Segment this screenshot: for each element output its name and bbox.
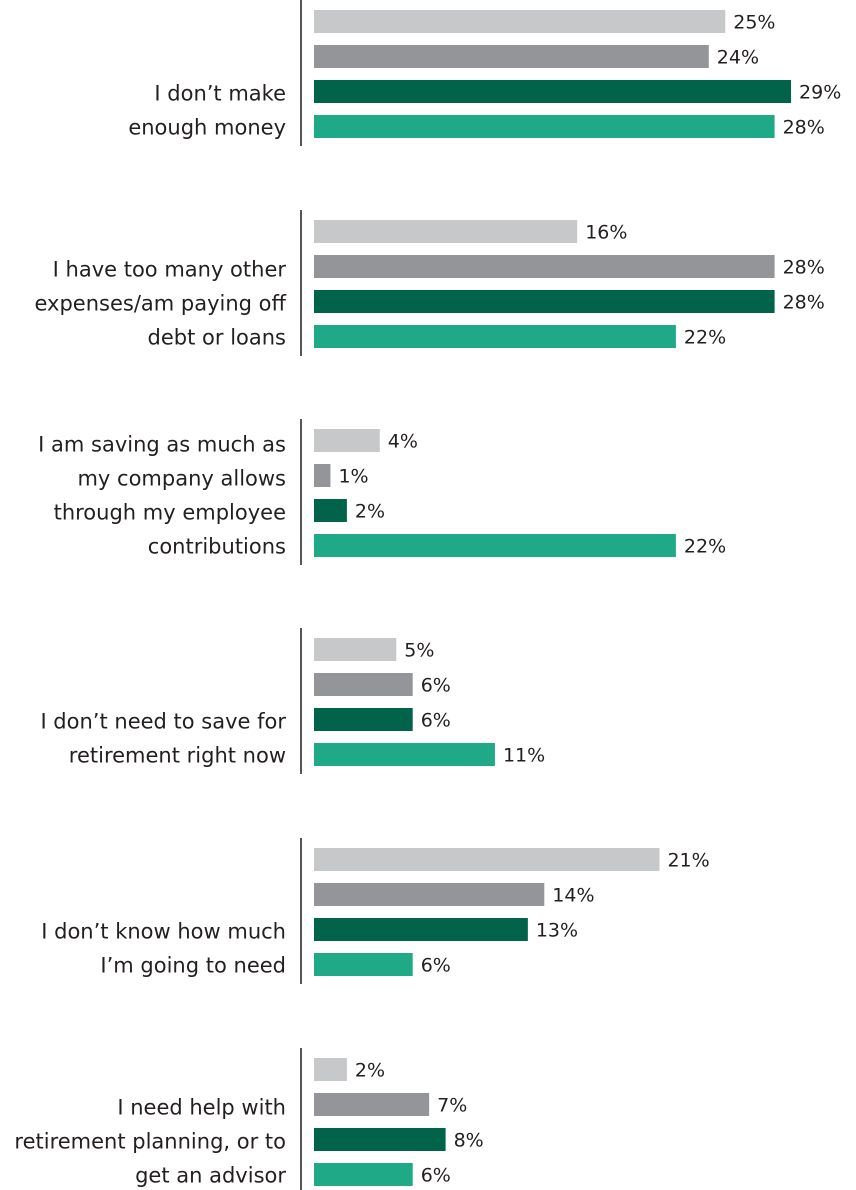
bar-group-3: 4% 1% 2% 22% I am saving as much as my compan… <box>38 419 726 565</box>
bar <box>314 290 775 313</box>
data-label: 4% <box>388 431 418 453</box>
category-label: enough money <box>128 116 286 140</box>
bar <box>314 1058 347 1081</box>
data-label: 28% <box>783 257 825 279</box>
data-label: 13% <box>536 920 578 942</box>
bar-group-4: 5% 6% 6% 11% I don’t need to save for retirem… <box>40 628 545 774</box>
data-label: 8% <box>454 1130 484 1152</box>
bar-group-2: 16% 28% 28% 22% I have too many other expense… <box>34 210 825 356</box>
data-label: 6% <box>421 955 451 977</box>
bar <box>314 255 775 278</box>
bar-group-5: 21% 14% 13% 6% I don’t know how much I’m goin… <box>41 838 710 984</box>
category-label: retirement right now <box>69 744 286 768</box>
data-label: 11% <box>503 745 545 767</box>
data-label: 24% <box>717 47 759 69</box>
category-label: my company allows <box>77 467 286 491</box>
category-label: retirement planning, or to <box>14 1130 286 1154</box>
category-label: get an advisor <box>135 1164 286 1188</box>
bar <box>314 848 660 871</box>
data-label: 16% <box>585 222 627 244</box>
data-label: 14% <box>552 885 594 907</box>
category-label: I am saving as much as <box>38 433 286 457</box>
bar <box>314 1093 430 1116</box>
bar <box>314 1128 446 1151</box>
data-label: 2% <box>355 1060 385 1082</box>
data-label: 1% <box>338 466 368 488</box>
bar <box>314 464 331 487</box>
bar <box>314 45 709 68</box>
bar <box>314 638 397 661</box>
category-label: contributions <box>148 535 286 559</box>
bar <box>314 220 578 243</box>
data-label: 22% <box>684 327 726 349</box>
data-label: 6% <box>421 1165 451 1187</box>
data-label: 5% <box>404 640 434 662</box>
data-label: 28% <box>783 117 825 139</box>
bar <box>314 953 413 976</box>
data-label: 28% <box>783 292 825 314</box>
bar <box>314 325 676 348</box>
data-label: 6% <box>421 675 451 697</box>
category-label: through my employee <box>54 501 286 525</box>
category-label: I don’t make <box>154 82 286 106</box>
bar <box>314 115 775 138</box>
bar-group-1: 25% 24% 29% 28% I don’t make enough money <box>128 0 841 146</box>
bar <box>314 918 528 941</box>
category-label: debt or loans <box>148 326 286 350</box>
data-label: 7% <box>437 1095 467 1117</box>
category-label: I have too many other <box>53 258 287 282</box>
data-label: 2% <box>355 501 385 523</box>
data-label: 29% <box>799 82 841 104</box>
bar <box>314 1163 413 1186</box>
bar <box>314 708 413 731</box>
bar <box>314 673 413 696</box>
category-label: I don’t know how much <box>41 920 286 944</box>
bar <box>314 80 792 103</box>
bar <box>314 743 495 766</box>
data-label: 21% <box>667 850 709 872</box>
data-label: 25% <box>733 12 775 34</box>
bar <box>314 883 545 906</box>
bar <box>314 10 726 33</box>
bar <box>314 499 347 522</box>
category-label: I need help with <box>117 1096 286 1120</box>
data-label: 22% <box>684 536 726 558</box>
category-label: I don’t need to save for <box>40 710 286 734</box>
bar <box>314 534 676 557</box>
bar <box>314 429 380 452</box>
bar-group-6: 2% 7% 8%6% I need help with retirement plann… <box>14 1048 484 1190</box>
category-label: expenses/am paying off <box>34 292 286 316</box>
data-label: 6% <box>421 710 451 732</box>
category-label: I’m going to need <box>100 954 286 978</box>
